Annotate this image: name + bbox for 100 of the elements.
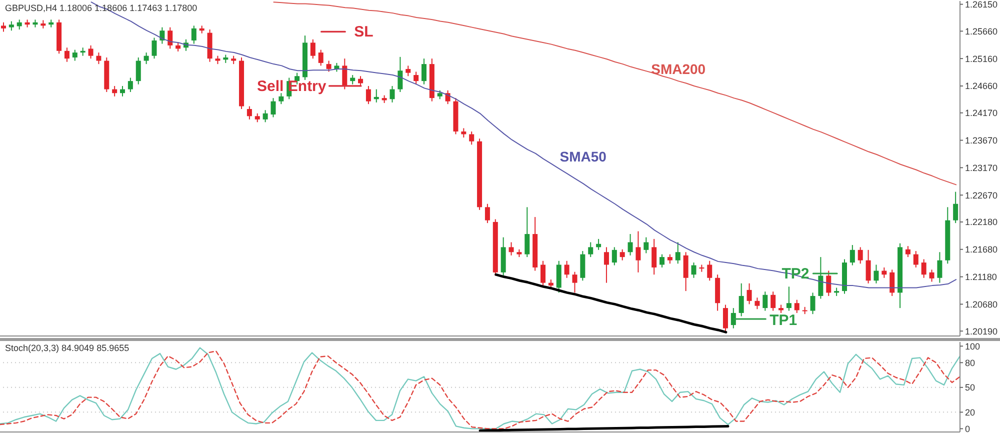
candlestick	[937, 252, 942, 284]
candlestick	[524, 206, 530, 258]
candlestick	[667, 254, 672, 264]
candlestick	[246, 106, 252, 120]
candlestick	[96, 52, 102, 65]
candlestick	[652, 238, 657, 276]
candlestick	[612, 246, 617, 266]
candlestick	[770, 291, 776, 312]
candlestick	[905, 246, 910, 258]
y-tick-label: 1.22670	[965, 190, 998, 200]
candlestick	[660, 254, 665, 268]
candlestick	[461, 128, 466, 138]
candlestick	[278, 92, 284, 105]
candlestick	[152, 37, 157, 60]
y-tick-label: 1.25160	[965, 54, 998, 64]
candlestick	[88, 44, 94, 60]
candlestick	[270, 98, 276, 118]
candlestick	[120, 85, 126, 97]
candlestick	[953, 191, 958, 224]
series-label: SMA50	[560, 148, 607, 165]
candlestick	[1, 22, 6, 32]
candlestick	[414, 71, 419, 85]
candlestick	[874, 264, 879, 284]
candlestick	[746, 282, 752, 305]
candlestick	[826, 270, 832, 296]
candlestick	[628, 234, 633, 256]
candlestick	[636, 230, 641, 273]
candlestick	[374, 88, 379, 103]
candlestick	[564, 260, 570, 278]
candlestick	[136, 56, 141, 85]
line-series	[494, 273, 728, 334]
candlestick	[699, 264, 704, 272]
y-tick-label: 100	[965, 341, 980, 352]
candlestick	[484, 203, 490, 224]
candlestick	[620, 248, 625, 261]
y-tick-label: 1.24660	[965, 81, 998, 92]
candlestick	[921, 258, 926, 278]
candlestick	[144, 52, 149, 65]
y-tick-label: 20	[965, 407, 976, 418]
candlestick	[191, 25, 196, 44]
candlestick	[882, 266, 887, 278]
candlestick	[929, 269, 934, 282]
candlestick	[644, 236, 649, 254]
candlestick	[342, 58, 348, 90]
candlestick	[366, 85, 371, 105]
candlestick	[818, 256, 824, 300]
candlestick	[16, 19, 22, 30]
candlestick	[858, 246, 863, 264]
candlestick	[128, 77, 133, 93]
y-tick-label: 80	[965, 358, 976, 368]
y-tick-label: 50	[965, 382, 976, 393]
candlestick	[168, 26, 173, 50]
candlestick	[421, 58, 426, 85]
candlestick	[675, 242, 680, 264]
candlestick	[8, 20, 14, 32]
chart-title: Stoch(20,3,3) 84.9049 85.9655	[5, 343, 130, 353]
y-tick-label: 1.26150	[965, 0, 998, 10]
y-tick-label: 1.21680	[965, 244, 998, 255]
y-tick-label: 1.23170	[965, 162, 998, 173]
candlestick	[112, 85, 118, 97]
candlestick	[556, 260, 562, 294]
candlestick	[508, 242, 514, 256]
candlestick	[683, 252, 688, 292]
candlestick	[406, 65, 411, 77]
candlestick	[850, 244, 855, 266]
y-tick-label: 0	[965, 424, 970, 434]
candlestick	[310, 38, 316, 60]
y-tick-label: 1.20680	[965, 299, 998, 310]
y-tick-label: 1.24170	[965, 108, 998, 118]
candlestick	[540, 260, 546, 286]
candlestick	[762, 291, 768, 312]
candlestick	[786, 286, 792, 312]
candlestick	[160, 26, 165, 44]
series-label: SL	[354, 24, 374, 41]
candlestick	[691, 262, 696, 278]
candlestick	[738, 282, 744, 317]
candlestick	[358, 76, 364, 86]
candlestick	[890, 269, 895, 296]
candlestick	[350, 74, 356, 85]
candlestick	[326, 60, 332, 72]
candlestick	[398, 56, 403, 93]
candlestick	[754, 297, 760, 310]
y-tick-label: 1.22180	[965, 217, 998, 228]
y-tick-label: 1.21180	[965, 272, 997, 282]
candlestick	[866, 249, 871, 284]
candlestick	[730, 308, 736, 329]
candlestick	[588, 242, 594, 258]
candlestick	[390, 85, 395, 103]
candlestick	[580, 250, 586, 282]
candlestick	[469, 130, 474, 146]
candlestick	[604, 246, 609, 284]
y-tick-label: 1.20190	[965, 326, 998, 336]
candlestick	[72, 49, 78, 62]
candlestick	[318, 49, 324, 66]
candlestick	[794, 299, 800, 314]
series-label: TP1	[770, 312, 798, 330]
candlestick	[64, 47, 70, 62]
candlestick	[596, 238, 602, 250]
candlestick	[707, 260, 712, 282]
candlestick	[722, 304, 728, 333]
